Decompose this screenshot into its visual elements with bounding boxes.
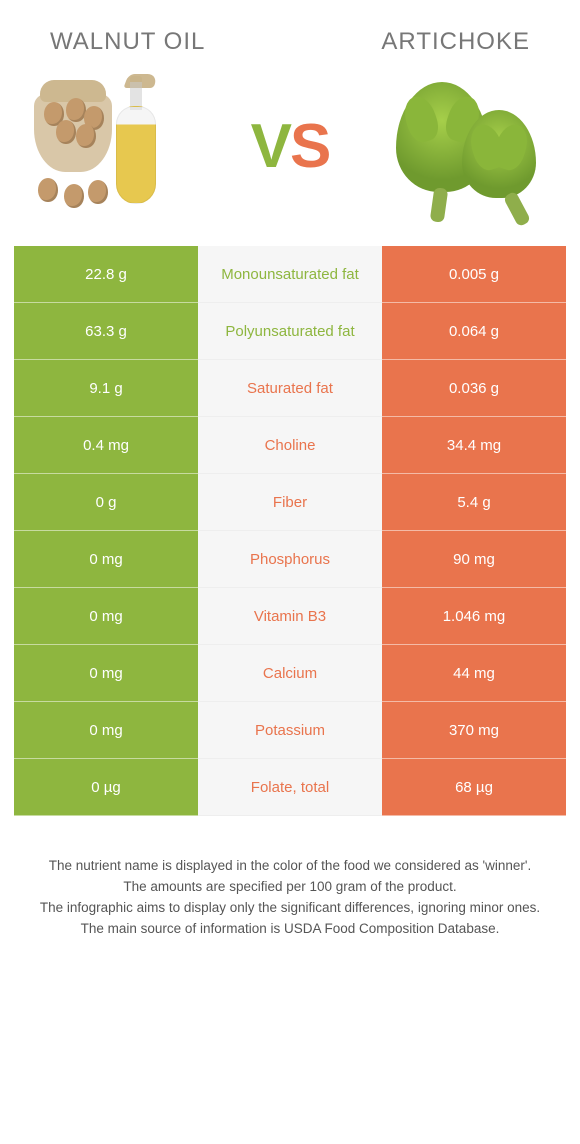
left-value-cell: 0 g xyxy=(14,474,198,531)
right-food-image xyxy=(390,76,550,216)
nutrient-label-cell: Calcium xyxy=(198,645,382,702)
right-value-cell: 34.4 mg xyxy=(382,417,566,474)
left-value-cell: 0 mg xyxy=(14,702,198,759)
table-row: 22.8 gMonounsaturated fat0.005 g xyxy=(14,246,566,303)
left-value-cell: 0.4 mg xyxy=(14,417,198,474)
vs-row: VS xyxy=(0,76,580,246)
right-value-cell: 68 µg xyxy=(382,759,566,816)
table-row: 9.1 gSaturated fat0.036 g xyxy=(14,360,566,417)
left-value-cell: 0 µg xyxy=(14,759,198,816)
table-row: 0 mgPhosphorus90 mg xyxy=(14,531,566,588)
artichoke-icon xyxy=(390,76,550,216)
table-row: 0 mgCalcium44 mg xyxy=(14,645,566,702)
footer-line: The main source of information is USDA F… xyxy=(38,919,542,940)
right-value-cell: 5.4 g xyxy=(382,474,566,531)
vs-letter-s: S xyxy=(290,112,329,181)
table-row: 0 gFiber5.4 g xyxy=(14,474,566,531)
nutrient-label-cell: Saturated fat xyxy=(198,360,382,417)
left-value-cell: 22.8 g xyxy=(14,246,198,303)
nutrient-label-cell: Folate, total xyxy=(198,759,382,816)
right-value-cell: 44 mg xyxy=(382,645,566,702)
nutrient-label-cell: Choline xyxy=(198,417,382,474)
nutrient-label-cell: Potassium xyxy=(198,702,382,759)
vs-badge: VS xyxy=(240,96,340,196)
right-value-cell: 1.046 mg xyxy=(382,588,566,645)
header: Walnut oil Artichoke xyxy=(0,0,580,76)
right-food-title: Artichoke xyxy=(381,28,530,56)
right-value-cell: 0.064 g xyxy=(382,303,566,360)
comparison-table: 22.8 gMonounsaturated fat0.005 g63.3 gPo… xyxy=(0,246,580,816)
right-value-cell: 370 mg xyxy=(382,702,566,759)
footer-line: The amounts are specified per 100 gram o… xyxy=(38,877,542,898)
right-value-cell: 90 mg xyxy=(382,531,566,588)
table-row: 0 mgVitamin B31.046 mg xyxy=(14,588,566,645)
right-value-cell: 0.036 g xyxy=(382,360,566,417)
footer-notes: The nutrient name is displayed in the co… xyxy=(0,816,580,940)
table-row: 63.3 gPolyunsaturated fat0.064 g xyxy=(14,303,566,360)
nutrient-label-cell: Polyunsaturated fat xyxy=(198,303,382,360)
left-value-cell: 0 mg xyxy=(14,588,198,645)
left-food-image xyxy=(30,76,190,216)
footer-line: The nutrient name is displayed in the co… xyxy=(38,856,542,877)
table-row: 0.4 mgCholine34.4 mg xyxy=(14,417,566,474)
table-row: 0 µgFolate, total68 µg xyxy=(14,759,566,816)
nutrient-label-cell: Phosphorus xyxy=(198,531,382,588)
nutrient-label-cell: Vitamin B3 xyxy=(198,588,382,645)
left-food-title: Walnut oil xyxy=(50,28,205,56)
table-row: 0 mgPotassium370 mg xyxy=(14,702,566,759)
nutrient-label-cell: Monounsaturated fat xyxy=(198,246,382,303)
left-value-cell: 0 mg xyxy=(14,531,198,588)
right-value-cell: 0.005 g xyxy=(382,246,566,303)
walnut-oil-icon xyxy=(30,76,190,216)
footer-line: The infographic aims to display only the… xyxy=(38,898,542,919)
nutrient-label-cell: Fiber xyxy=(198,474,382,531)
vs-letter-v: V xyxy=(251,112,290,181)
left-value-cell: 0 mg xyxy=(14,645,198,702)
left-value-cell: 9.1 g xyxy=(14,360,198,417)
left-value-cell: 63.3 g xyxy=(14,303,198,360)
